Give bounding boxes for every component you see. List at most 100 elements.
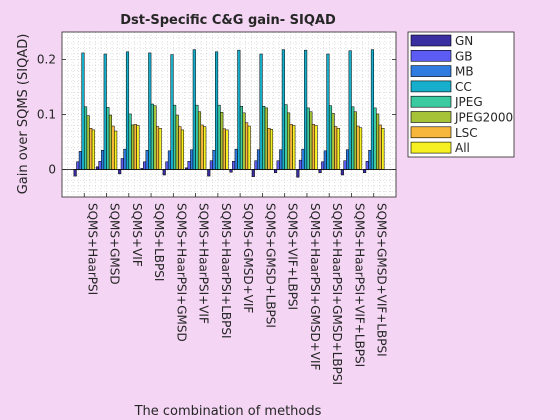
bar (84, 106, 88, 170)
bar (123, 148, 127, 170)
legend-label: GN (455, 34, 473, 48)
x-tick-label: SQMS+GMSD (108, 203, 122, 285)
bar (289, 124, 293, 170)
bar (209, 160, 213, 170)
bar (165, 161, 169, 170)
x-tick-label: SQMS+VIF+LBPSI (286, 203, 300, 310)
x-axis-ticks: SQMS+HaarPSI SQMS+GMSD SQMS+VIF SQMS+LBPSI S… (83, 193, 389, 385)
bar (86, 115, 90, 170)
bar (156, 126, 160, 170)
bar (136, 125, 140, 170)
bar (298, 159, 302, 170)
legend-swatch (410, 95, 452, 108)
bar (215, 51, 219, 170)
bar (264, 107, 268, 170)
bar (76, 161, 80, 170)
bar (175, 114, 179, 170)
legend-label: JPEG (454, 95, 483, 109)
bar (234, 148, 238, 170)
bar (267, 128, 271, 170)
bar (376, 113, 380, 170)
bar (120, 158, 124, 170)
chart-title: Dst-Specific C&G gain- SIQAD (120, 13, 336, 28)
bar (340, 169, 344, 176)
x-tick-label: SQMS+HaarPSI+VIF+LBPSI (352, 203, 366, 367)
bar (370, 49, 374, 170)
bar (368, 150, 372, 170)
bar (274, 169, 278, 174)
bar (373, 107, 377, 170)
bar (222, 128, 226, 170)
bar (353, 111, 357, 170)
x-tick-label: SQMS+GMSD+VIF+LBPSI (375, 203, 389, 357)
x-tick-label: SQMS+GMSD+VIF (241, 203, 255, 313)
legend-swatch (410, 141, 452, 154)
bar (190, 149, 194, 170)
bar (220, 112, 224, 170)
bar (348, 50, 352, 170)
bar (225, 129, 229, 170)
bar (195, 104, 199, 170)
x-tick-label: SQMS+HaarPSI+VIF (197, 203, 211, 324)
bar (259, 53, 263, 170)
bar (336, 128, 340, 170)
legend-swatch (410, 126, 452, 139)
bar (306, 107, 310, 170)
bar (378, 124, 382, 170)
bar (229, 169, 233, 173)
bar (150, 103, 154, 170)
bar (101, 150, 105, 170)
bar (153, 105, 157, 170)
bar (180, 129, 184, 170)
x-axis-label: The combination of methods (134, 404, 322, 419)
bar (212, 150, 216, 170)
bar (78, 151, 82, 170)
bar (304, 49, 308, 170)
bar (311, 124, 315, 170)
bar (381, 128, 385, 170)
y-tick-label: 0 (48, 163, 56, 177)
x-tick-label: SQMS+HaarPSI+LBPSI (219, 203, 233, 339)
legend-label: All (455, 141, 470, 155)
bar (292, 125, 296, 170)
bar (256, 149, 261, 170)
bar (359, 127, 363, 170)
y-axis-ticks: 0 0.1 0.2 (37, 53, 396, 177)
bar (133, 124, 137, 170)
bar (81, 52, 85, 170)
bar (284, 104, 288, 170)
bar (131, 124, 135, 170)
bar (173, 104, 177, 170)
legend-swatch (410, 65, 452, 77)
bar (326, 53, 330, 170)
bar (187, 161, 191, 170)
bar (148, 52, 152, 170)
legend-swatch (410, 34, 452, 47)
bar (106, 107, 110, 170)
x-tick-label: SQMS+HaarPSI+GMSD (174, 203, 188, 342)
bar (89, 128, 93, 170)
bar (95, 166, 99, 170)
bar (108, 114, 112, 170)
bar (276, 160, 280, 170)
x-tick-label: SQMS+VIF (130, 203, 144, 267)
bar (245, 122, 249, 170)
legend-label: JPEG2000 (454, 111, 513, 125)
bar (301, 148, 305, 170)
legend-label: MB (455, 65, 474, 79)
bar (314, 125, 318, 170)
bar (158, 128, 162, 170)
y-tick-label: 0.1 (37, 108, 56, 122)
bar (98, 161, 102, 170)
bar (287, 112, 291, 170)
x-tick-label: SQMS+LBPSI (152, 203, 166, 281)
bar (251, 169, 255, 177)
bar (232, 161, 236, 170)
bar (343, 160, 347, 170)
y-axis-label: Gain over SQMS (SIQAD) (16, 34, 31, 195)
bar (318, 169, 322, 174)
bar (365, 161, 369, 170)
bar (351, 106, 355, 170)
bar (363, 169, 367, 174)
